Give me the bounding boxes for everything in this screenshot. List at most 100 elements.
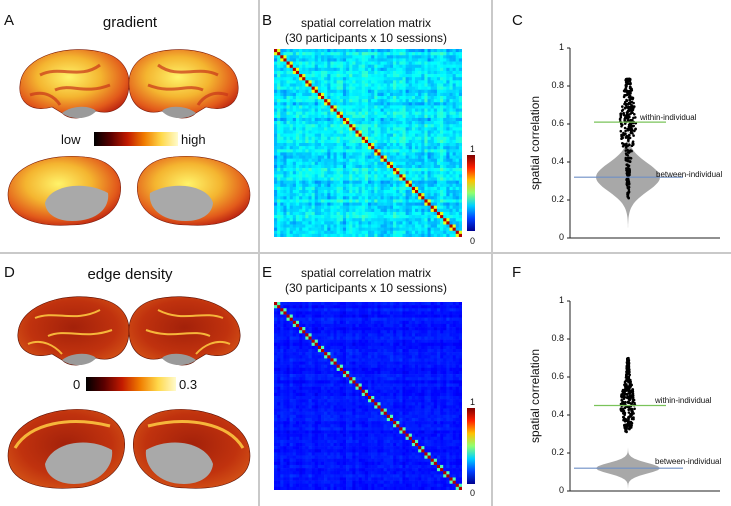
matrix-gradient-cell [292,83,297,87]
matrix-gradient-cell [302,177,306,181]
matrix-gradient-cell [317,180,322,185]
matrix-gradient-cell [452,168,457,172]
matrix-gradient-cell [305,139,309,144]
matrix-gradient-cell [358,80,363,84]
matrix-gradient-cell [295,67,300,72]
matrix-gradient-cell [374,127,378,131]
matrix-gradient-cell [399,70,403,75]
matrix-edge-cell [399,336,403,340]
matrix-gradient-cell [449,221,453,225]
matrix-gradient-cell [292,105,297,109]
matrix-gradient-cell [446,143,450,147]
matrix-gradient-cell [368,127,372,131]
matrix-edge-cell [402,330,406,334]
matrix-edge-cell [349,311,353,315]
matrix-gradient-cell [458,133,462,138]
matrix-gradient-cell [314,74,319,78]
matrix-gradient-cell [324,49,328,53]
matrix-gradient-cell [286,211,290,216]
matrix-gradient-cell [380,196,384,200]
matrix-gradient-cell [295,171,300,175]
matrix-gradient-cell [280,74,284,78]
matrix-gradient-cell [280,83,284,87]
matrix-edge-cell [415,308,419,312]
matrix-gradient-cell [330,70,334,75]
matrix-gradient-cell [327,121,331,125]
matrix-edge-cell [292,320,297,325]
matrix-gradient-cell [342,111,347,116]
matrix-gradient-cell [436,230,441,235]
matrix-edge-cell [436,345,441,350]
matrix-gradient-cell [427,133,431,138]
matrix-gradient-cell [330,158,334,163]
matrix-gradient-cell [371,233,375,237]
matrix-gradient-cell [408,58,413,62]
matrix-gradient-cell [274,58,278,62]
matrix-gradient-cell [421,183,425,188]
matrix-gradient-cell [386,205,391,210]
matrix-gradient-cell [314,230,319,235]
matrix-gradient-cell [452,186,457,191]
matrix-edge-cell [396,305,400,309]
matrix-gradient-cell [311,55,316,59]
matrix-gradient-cell [339,105,344,109]
matrix-gradient-cell [418,61,422,65]
matrix-gradient-cell [408,80,413,84]
matrix-gradient-cell [346,139,350,144]
matrix-edge-cell [349,314,353,318]
matrix-gradient-cell [427,186,431,191]
matrix-edge-cell [361,336,366,340]
matrix-gradient-cell [418,114,422,119]
matrix-gradient-cell [355,83,359,87]
matrix-gradient-cell [342,102,347,106]
matrix-gradient-cell [368,199,372,203]
matrix-gradient-cell [349,164,353,169]
matrix-gradient-cell [458,70,462,75]
matrix-gradient-cell [355,117,359,122]
matrix-edge-cell [371,305,375,309]
matrix-gradient-cell [427,64,431,69]
matrix-gradient-cell [346,205,350,210]
matrix-gradient-cell [433,55,438,59]
matrix-edge-cell [408,302,413,306]
matrix-gradient-cell [389,99,394,103]
matrix-gradient-cell [305,124,309,128]
matrix-edge-cell [311,349,316,353]
matrix-gradient-cell [415,117,419,122]
matrix-gradient-cell [314,121,319,125]
matrix-edge-cell [386,342,391,347]
matrix-gradient-cell [286,227,290,232]
matrix-gradient-cell [358,74,363,78]
matrix-gradient-cell [330,227,334,232]
matrix-gradient-cell [289,224,294,228]
matrix-gradient-cell [308,164,312,169]
matrix-edge-cell [292,311,297,315]
matrix-gradient-cell [308,105,312,109]
matrix-edge-cell [336,308,341,312]
matrix-gradient-cell [458,149,462,153]
matrix-edge-cell [427,317,431,322]
matrix-gradient-cell [305,70,309,75]
matrix-gradient-cell [292,177,297,181]
matrix-gradient-cell [342,155,347,159]
matrix-edge-cell [440,323,444,328]
matrix-edge-cell [446,339,450,344]
violin-gradient-within-point [626,151,630,154]
matrix-edge-cell [349,323,353,328]
matrix-gradient-cell [446,186,450,191]
matrix-gradient-cell [339,52,344,56]
matrix-gradient-cell [295,208,300,213]
matrix-edge-cell [368,327,372,331]
matrix-gradient-cell [427,199,431,203]
matrix-gradient-cell [383,77,388,81]
matrix-gradient-cell [292,64,297,69]
matrix-gradient-cell [333,143,337,147]
matrix-gradient-cell [311,92,316,97]
matrix-gradient-cell [317,89,322,94]
matrix-gradient-cell [299,99,303,103]
matrix-gradient-cell [333,233,337,237]
matrix-edge-cell [449,305,453,309]
matrix-gradient-cell [424,105,428,109]
matrix-gradient-cell [368,111,372,116]
matrix-edge-cell [458,317,462,322]
